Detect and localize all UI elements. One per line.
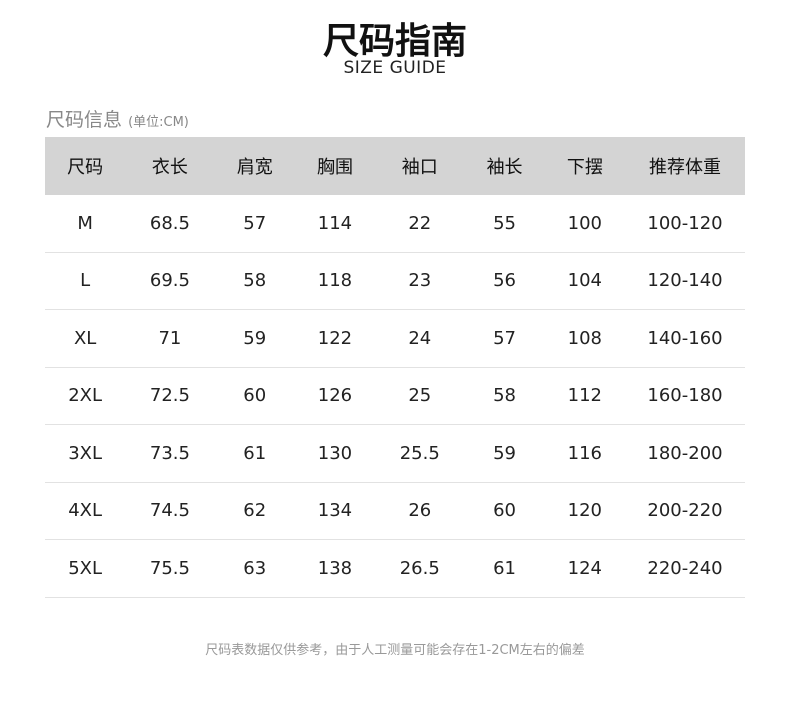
table-cell: 25.5	[375, 424, 465, 483]
table-cell: 124	[544, 539, 625, 598]
table-cell: 130	[294, 424, 376, 483]
table-cell: 100	[544, 195, 625, 253]
table-cell: 59	[214, 309, 295, 368]
table-cell: 26.5	[375, 539, 465, 598]
unit-label: (单位:CM)	[128, 115, 189, 130]
size-table: 尺码 衣长 肩宽 胸围 袖口 袖长 下摆 推荐体重 M 68.5 57 114 22 55 100 100-…	[45, 137, 745, 598]
table-cell: 3XL	[45, 424, 126, 483]
page-title: 尺码指南	[322, 21, 467, 62]
table-cell: 26	[375, 482, 465, 540]
table-row: 5XL 75.5 63 138 26.5 61 124 220-240	[45, 539, 745, 598]
table-row: 4XL 74.5 62 134 26 60 120 200-220	[45, 482, 745, 540]
table-cell: 180-200	[625, 424, 745, 483]
table-cell: 58	[214, 252, 295, 310]
table-cell: 62	[214, 482, 295, 540]
table-row: XL 71 59 122 24 57 108 140-160	[45, 309, 745, 368]
column-header: 胸围	[294, 137, 376, 195]
table-cell: 134	[294, 482, 376, 540]
table-cell: 120	[544, 482, 625, 540]
table-cell: 112	[544, 367, 625, 425]
column-header: 袖口	[375, 137, 465, 195]
table-cell: 73.5	[125, 424, 215, 483]
table-cell: 60	[214, 367, 295, 425]
table-cell: XL	[45, 309, 126, 368]
table-cell: 200-220	[625, 482, 745, 540]
table-cell: M	[45, 195, 126, 253]
table-cell: 118	[294, 252, 376, 310]
table-cell: 120-140	[625, 252, 745, 310]
table-cell: 61	[464, 539, 545, 598]
table-cell: 71	[125, 309, 215, 368]
table-cell: 68.5	[125, 195, 215, 253]
table-header-row: 尺码 衣长 肩宽 胸围 袖口 袖长 下摆 推荐体重	[45, 137, 745, 195]
table-row: 3XL 73.5 61 130 25.5 59 116 180-200	[45, 424, 745, 483]
table-cell: 116	[544, 424, 625, 483]
table-cell: 23	[375, 252, 465, 310]
table-cell: 5XL	[45, 539, 126, 598]
table-cell: 122	[294, 309, 376, 368]
column-header: 尺码	[45, 137, 126, 195]
table-cell: 138	[294, 539, 376, 598]
table-cell: 61	[214, 424, 295, 483]
table-row: M 68.5 57 114 22 55 100 100-120	[45, 195, 745, 253]
table-cell: 57	[464, 309, 545, 368]
table-cell: 56	[464, 252, 545, 310]
table-cell: 126	[294, 367, 376, 425]
table-cell: 140-160	[625, 309, 745, 368]
table-cell: 4XL	[45, 482, 126, 540]
table-cell: 220-240	[625, 539, 745, 598]
table-cell: 2XL	[45, 367, 126, 425]
table-cell: 108	[544, 309, 625, 368]
table-cell: 160-180	[625, 367, 745, 425]
table-cell: 63	[214, 539, 295, 598]
column-header: 肩宽	[214, 137, 295, 195]
section-heading: 尺码信息 (单位:CM)	[46, 105, 189, 132]
table-cell: 22	[375, 195, 465, 253]
page-subtitle: SIZE GUIDE	[343, 58, 447, 78]
column-header: 下摆	[544, 137, 625, 195]
table-cell: L	[45, 252, 126, 310]
table-cell: 55	[464, 195, 545, 253]
table-cell: 69.5	[125, 252, 215, 310]
table-cell: 74.5	[125, 482, 215, 540]
table-row: L 69.5 58 118 23 56 104 120-140	[45, 252, 745, 310]
table-cell: 58	[464, 367, 545, 425]
table-cell: 57	[214, 195, 295, 253]
table-cell: 104	[544, 252, 625, 310]
table-cell: 60	[464, 482, 545, 540]
table-row: 2XL 72.5 60 126 25 58 112 160-180	[45, 367, 745, 425]
table-cell: 75.5	[125, 539, 215, 598]
table-cell: 114	[294, 195, 376, 253]
table-cell: 100-120	[625, 195, 745, 253]
disclaimer-note: 尺码表数据仅供参考，由于人工测量可能会存在1-2CM左右的偏差	[205, 643, 585, 658]
section-label: 尺码信息	[46, 109, 123, 131]
column-header: 推荐体重	[625, 137, 745, 195]
table-cell: 59	[464, 424, 545, 483]
table-cell: 25	[375, 367, 465, 425]
table-cell: 72.5	[125, 367, 215, 425]
table-cell: 24	[375, 309, 465, 368]
column-header: 袖长	[464, 137, 545, 195]
column-header: 衣长	[125, 137, 215, 195]
